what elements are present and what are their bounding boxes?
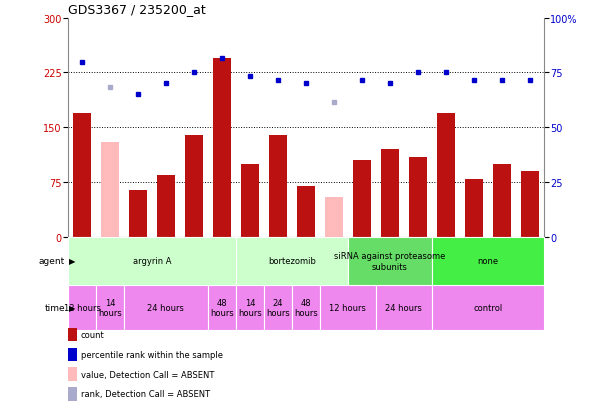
Text: 24 hours: 24 hours bbox=[148, 303, 184, 312]
Text: GSM212658: GSM212658 bbox=[135, 238, 141, 282]
Bar bbox=[320, 285, 376, 330]
Bar bbox=[297, 186, 315, 237]
Text: control: control bbox=[473, 303, 502, 312]
Bar bbox=[324, 197, 343, 237]
Bar bbox=[521, 172, 539, 237]
Text: GSM212655: GSM212655 bbox=[275, 238, 281, 282]
Text: bortezomib: bortezomib bbox=[268, 257, 316, 266]
Bar bbox=[73, 114, 91, 237]
Text: GSM297607: GSM297607 bbox=[443, 238, 449, 282]
Bar bbox=[437, 114, 455, 237]
Bar bbox=[376, 285, 432, 330]
Text: siRNA against proteasome
subunits: siRNA against proteasome subunits bbox=[334, 252, 446, 271]
Bar bbox=[185, 135, 203, 237]
Text: 14
hours: 14 hours bbox=[98, 298, 122, 317]
Text: percentile rank within the sample: percentile rank within the sample bbox=[81, 350, 223, 359]
Text: time: time bbox=[44, 303, 65, 312]
Text: agent: agent bbox=[39, 257, 65, 266]
Bar bbox=[124, 285, 208, 330]
Bar bbox=[68, 237, 236, 285]
Text: ▶: ▶ bbox=[69, 303, 76, 312]
Bar bbox=[432, 285, 544, 330]
Bar bbox=[208, 285, 236, 330]
Text: 48
hours: 48 hours bbox=[294, 298, 318, 317]
Bar bbox=[353, 161, 371, 237]
Text: GSM212657: GSM212657 bbox=[331, 238, 337, 282]
Bar bbox=[68, 285, 96, 330]
Text: none: none bbox=[477, 257, 498, 266]
Text: GSM212661: GSM212661 bbox=[499, 238, 505, 282]
Bar bbox=[241, 164, 259, 237]
Text: GSM212663: GSM212663 bbox=[415, 238, 421, 282]
Bar bbox=[213, 59, 231, 237]
Bar bbox=[129, 190, 147, 237]
Text: 48
hours: 48 hours bbox=[210, 298, 234, 317]
Bar bbox=[157, 176, 175, 237]
Bar bbox=[236, 237, 348, 285]
Text: 14
hours: 14 hours bbox=[238, 298, 262, 317]
Text: GSM297806: GSM297806 bbox=[219, 238, 225, 282]
Bar bbox=[465, 179, 483, 237]
Text: 24
hours: 24 hours bbox=[266, 298, 290, 317]
Text: 12 hours: 12 hours bbox=[329, 303, 366, 312]
Text: GSM297801: GSM297801 bbox=[79, 238, 85, 282]
Text: argyrin A: argyrin A bbox=[132, 257, 171, 266]
Bar bbox=[101, 142, 119, 237]
Text: 24 hours: 24 hours bbox=[385, 303, 422, 312]
Bar bbox=[381, 150, 399, 237]
Bar bbox=[96, 285, 124, 330]
Text: GSM212659: GSM212659 bbox=[163, 238, 169, 282]
Text: GSM297805: GSM297805 bbox=[387, 238, 393, 282]
Text: ▶: ▶ bbox=[69, 257, 76, 266]
Bar bbox=[348, 237, 432, 285]
Text: GSM297804: GSM297804 bbox=[107, 238, 113, 282]
Text: 12 hours: 12 hours bbox=[63, 303, 100, 312]
Text: GSM297802: GSM297802 bbox=[191, 238, 197, 282]
Text: count: count bbox=[81, 330, 105, 339]
Bar bbox=[292, 285, 320, 330]
Text: GSM212660: GSM212660 bbox=[247, 238, 253, 282]
Text: GSM212654: GSM212654 bbox=[471, 238, 477, 282]
Text: GDS3367 / 235200_at: GDS3367 / 235200_at bbox=[68, 3, 206, 16]
Text: value, Detection Call = ABSENT: value, Detection Call = ABSENT bbox=[81, 370, 215, 379]
Text: rank, Detection Call = ABSENT: rank, Detection Call = ABSENT bbox=[81, 389, 210, 399]
Text: GSM212662: GSM212662 bbox=[359, 238, 365, 282]
Text: GSM212656: GSM212656 bbox=[303, 238, 309, 282]
Bar bbox=[269, 135, 287, 237]
Bar bbox=[432, 237, 544, 285]
Bar bbox=[236, 285, 264, 330]
Bar bbox=[409, 157, 427, 237]
Text: GSM297803: GSM297803 bbox=[527, 238, 532, 282]
Bar bbox=[493, 164, 511, 237]
Bar bbox=[264, 285, 292, 330]
